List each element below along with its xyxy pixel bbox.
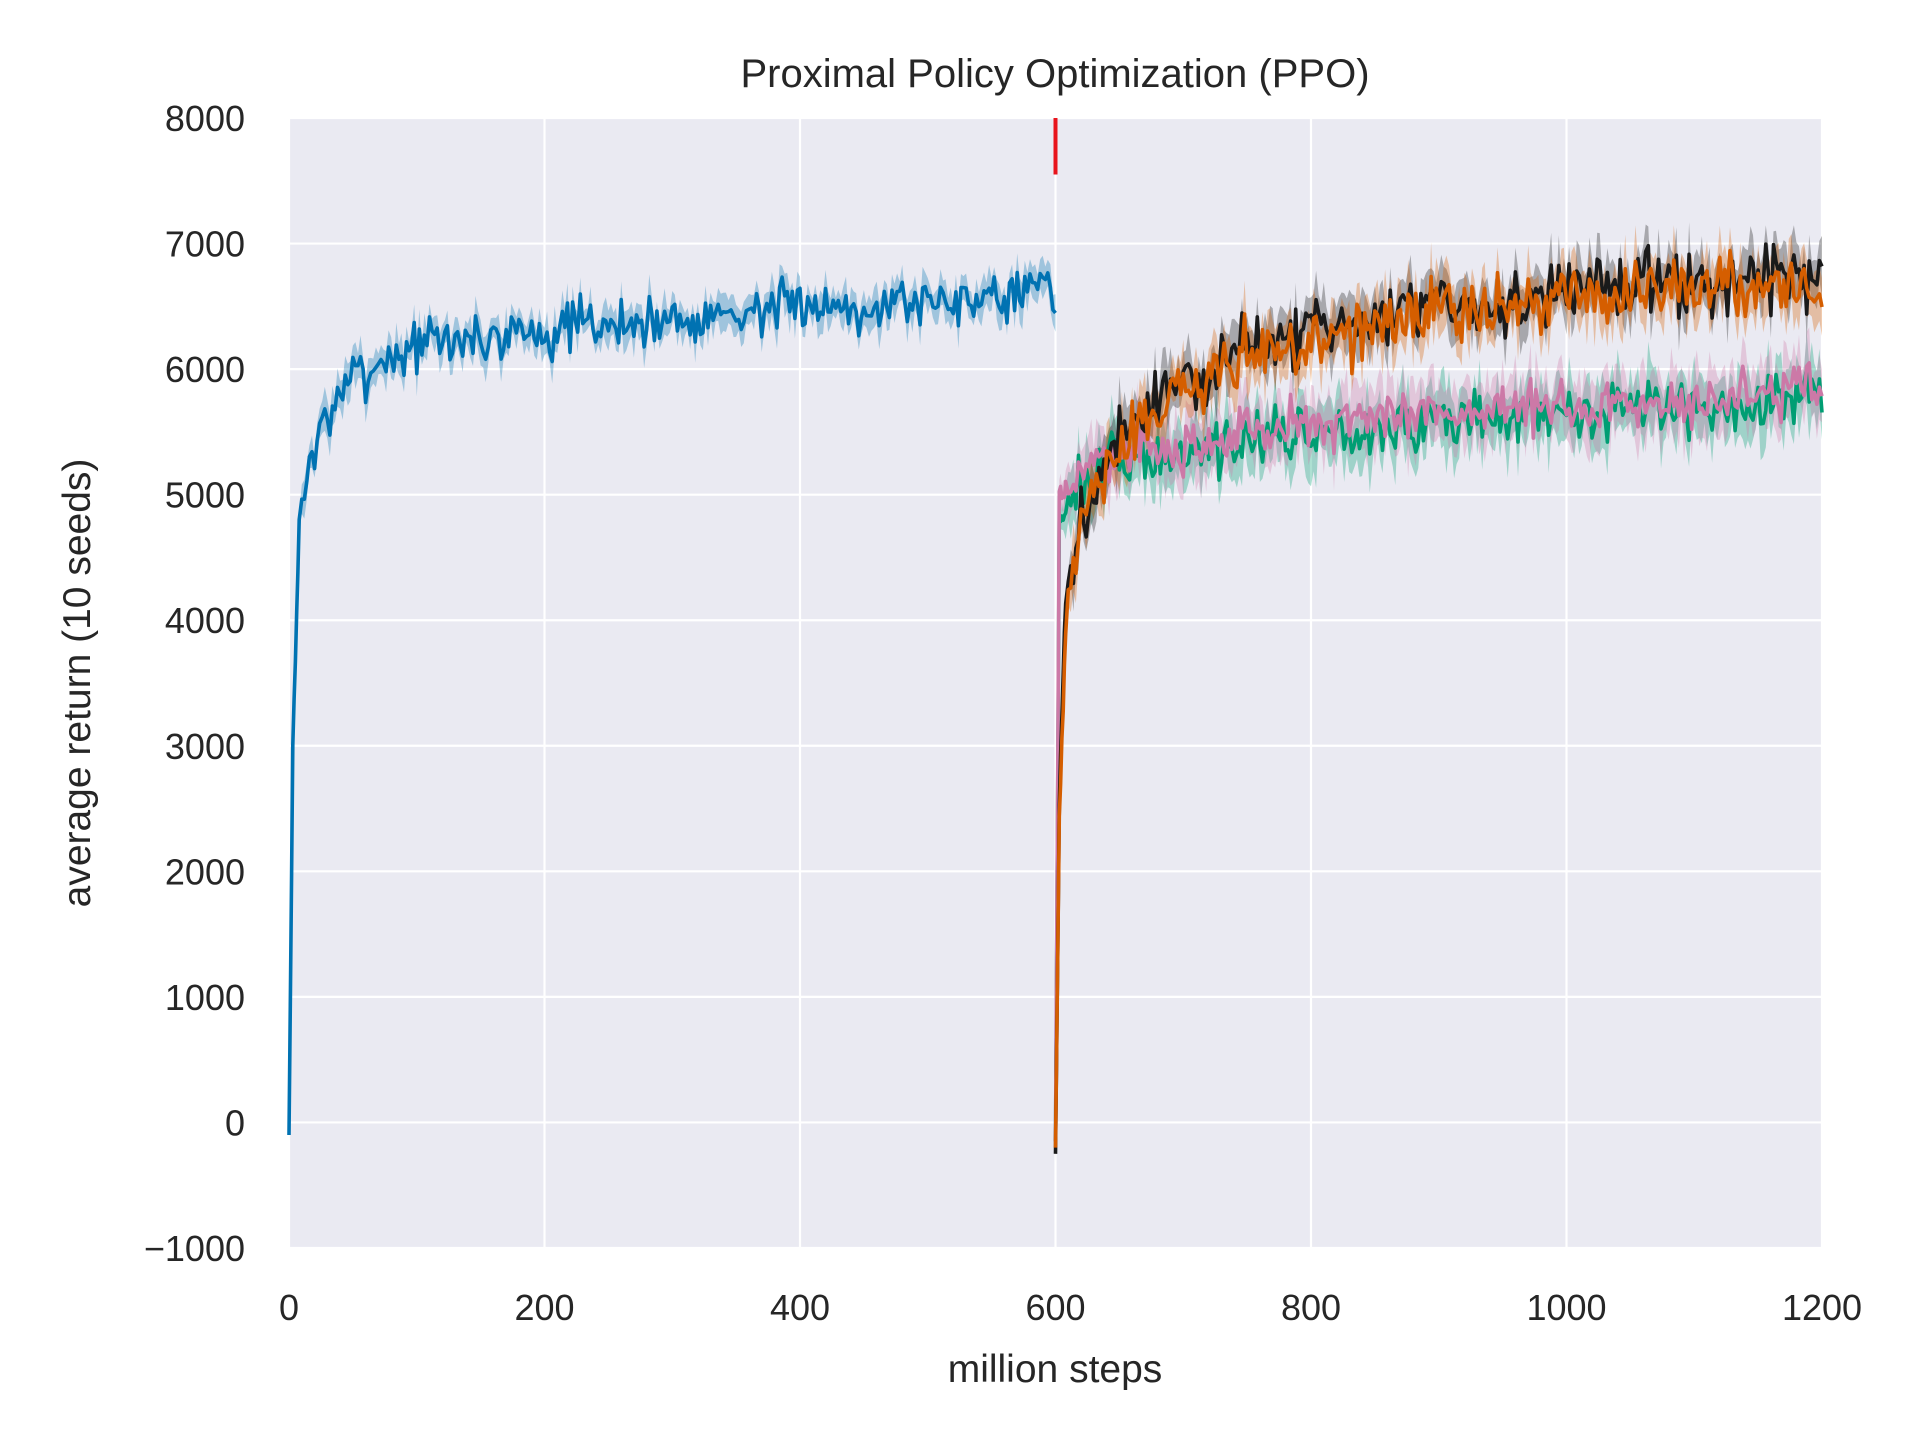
x-tick-label: 0 bbox=[279, 1287, 299, 1328]
chart-title: Proximal Policy Optimization (PPO) bbox=[740, 52, 1369, 96]
series-line bbox=[1053, 361, 1824, 1142]
y-tick-label: 1000 bbox=[165, 977, 245, 1018]
x-axis-label: million steps bbox=[948, 1348, 1163, 1391]
x-tick-label: 800 bbox=[1281, 1287, 1341, 1328]
y-tick-labels: −1000 0 1000 2000 3000 4000 5000 6000 7000 8000 bbox=[144, 98, 245, 1269]
y-tick-label: 4000 bbox=[165, 600, 245, 641]
x-tick-label: 200 bbox=[514, 1287, 574, 1328]
x-tick-labels: 0 200 400 600 800 1000 1200 bbox=[279, 1287, 1862, 1328]
series-line bbox=[1053, 248, 1824, 1148]
y-axis-label: average return (10 seeds) bbox=[56, 459, 99, 908]
y-tick-label: 2000 bbox=[165, 851, 245, 892]
x-tick-label: 400 bbox=[770, 1287, 830, 1328]
y-tick-label: 3000 bbox=[165, 726, 245, 767]
x-tick-label: 1200 bbox=[1782, 1287, 1862, 1328]
y-tick-label: 5000 bbox=[165, 475, 245, 516]
y-tick-label: 8000 bbox=[165, 98, 245, 139]
x-tick-label: 600 bbox=[1025, 1287, 1085, 1328]
y-tick-label: 7000 bbox=[165, 224, 245, 265]
x-tick-label: 1000 bbox=[1526, 1287, 1606, 1328]
y-tick-label: −1000 bbox=[144, 1228, 245, 1269]
y-tick-label: 6000 bbox=[165, 349, 245, 390]
series-band bbox=[1055, 225, 1822, 1158]
y-tick-label: 0 bbox=[225, 1102, 245, 1143]
series-lines bbox=[287, 242, 1824, 1154]
series-line bbox=[287, 270, 1057, 1136]
